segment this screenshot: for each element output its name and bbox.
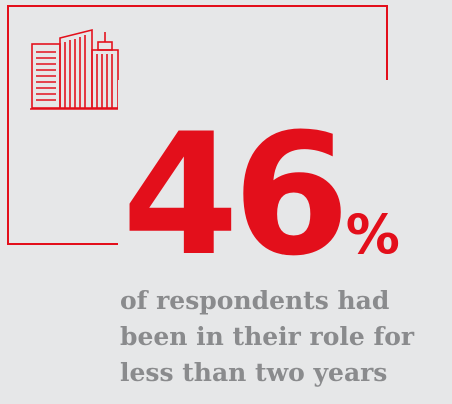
stat-figure: 46 %	[118, 80, 404, 293]
stat-value: 46	[122, 97, 350, 293]
frame-left-border	[7, 5, 9, 245]
frame-bottom-border	[7, 243, 127, 245]
frame-top-border	[7, 5, 388, 7]
caption-line-2: been in their role for	[120, 322, 415, 351]
caption-line-3: less than two years	[120, 358, 388, 387]
office-buildings-icon	[30, 28, 122, 110]
caption-line-1: of respondents had	[120, 286, 390, 315]
stat-percent-sign: %	[345, 203, 400, 266]
stat-caption: of respondents had been in their role fo…	[120, 283, 450, 391]
